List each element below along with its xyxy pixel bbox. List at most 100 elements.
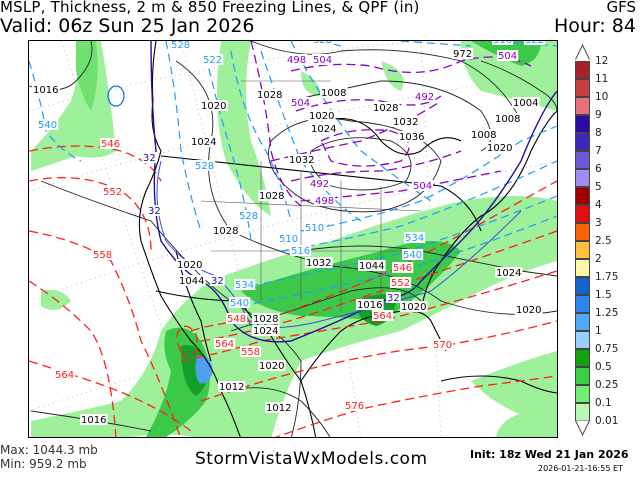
cold-thickness-label: 510: [279, 234, 298, 245]
thickness-label-background: [92, 249, 114, 260]
cold-thickness-label: 528: [171, 41, 190, 51]
isobar-label-background: [80, 414, 108, 425]
isobar-label-background: [258, 190, 286, 201]
legend-label: 1.5: [595, 289, 612, 301]
isobar-label: 972: [453, 49, 472, 60]
very-cold-thickness-label-background: [290, 97, 312, 108]
map-title: MSLP, Thickness, 2 m & 850 Freezing Line…: [0, 0, 420, 16]
isobar-label-background: [310, 123, 338, 134]
very-cold-thickness-label: 498: [287, 55, 306, 66]
thickness-label: 558: [93, 250, 112, 261]
qpf-precip-shading: [31, 41, 557, 437]
isobar-label-background: [452, 48, 474, 59]
isobar-label-background: [218, 381, 246, 392]
thickness-label-background: [226, 313, 248, 324]
legend-label: 0.25: [595, 379, 619, 391]
cold-thickness-label-background: [402, 249, 424, 260]
isobar-label-background: [398, 131, 426, 142]
qpf-color-legend: 12 11 10 9 8 7 6 5 4 3 2.5 2 1.75 1.5 1.25 1 0.75 0.5 0.25…: [575, 44, 635, 439]
isobar-label-background: [258, 360, 286, 371]
legend-label: 3: [595, 217, 602, 229]
cold-thickness-label-background: [234, 279, 256, 290]
very-cold-thickness-label-background: [412, 180, 434, 191]
isobar-label: 1028: [213, 226, 238, 237]
legend-label: 4: [595, 199, 602, 211]
isobar-label-background: [392, 116, 420, 127]
legend-label: 2: [595, 253, 602, 265]
very-cold-thickness-label: 492: [310, 179, 329, 190]
isobar-label-background: [178, 275, 206, 286]
legend-swatch: [575, 349, 590, 367]
thickness-label-background: [392, 262, 414, 273]
cold-thickness-label-background: [170, 41, 192, 50]
freezing-line-label: 32: [143, 153, 156, 164]
isobar-label: 1028: [373, 103, 398, 114]
thickness-label-background: [100, 138, 122, 149]
valid-time: Valid: 06z Sun 25 Jan 2026: [0, 15, 255, 37]
legend-swatch: [575, 79, 590, 97]
cold-thickness-label-background: [404, 232, 426, 243]
legend-swatch: [575, 133, 590, 151]
very-cold-thickness-label-background: [497, 50, 519, 61]
cold-thickness-label-background: [290, 245, 312, 256]
thickness-label-background: [102, 186, 124, 197]
isobar-label: 1032: [306, 258, 331, 269]
legend-label: 10: [595, 91, 609, 103]
legend-swatch: [575, 169, 590, 187]
isobar-label-background: [305, 257, 333, 268]
legend-swatch: [575, 367, 590, 385]
thickness-label: 570: [433, 340, 452, 351]
legend-label: 1.75: [595, 271, 619, 283]
very-cold-thickness-label-background: [286, 54, 308, 65]
isobar-label: 1024: [496, 268, 521, 279]
cold-thickness-label-background: [312, 41, 334, 45]
isobar-label: 1032: [289, 155, 314, 166]
cold-thickness-label: 528: [313, 41, 332, 46]
isobar-label-background: [32, 84, 60, 95]
isobar-label: 1016: [33, 85, 58, 96]
thickness-label-background: [432, 339, 454, 350]
thickness-label: 548: [227, 314, 246, 325]
cold-thickness-label: 534: [405, 233, 424, 244]
isobar-label: 1044: [359, 261, 384, 272]
isobar-label-background: [252, 325, 280, 336]
very-cold-thickness-label: 498: [315, 196, 334, 207]
isobar-label: 1020: [309, 111, 334, 122]
legend-swatch: [575, 187, 590, 205]
isobar-label: 1008: [321, 88, 346, 99]
legend-label: 1: [595, 325, 602, 337]
very-cold-thickness-label: 504: [313, 55, 332, 66]
isobar-label: 1004: [513, 98, 538, 109]
cold-thickness-label: 522: [525, 41, 544, 46]
thickness-label: 546: [393, 263, 412, 274]
thickness-label-background: [390, 277, 412, 288]
legend-swatch: [575, 331, 590, 349]
very-cold-thickness-label: 492: [415, 92, 434, 103]
isobar-label: 1016: [81, 415, 106, 426]
thickness-label-background: [54, 369, 76, 380]
isobar-label-background: [515, 304, 543, 315]
legend-swatch: [575, 313, 590, 331]
isobar-label: 1012: [266, 403, 291, 414]
very-cold-thickness-label-background: [414, 91, 436, 102]
legend-swatch: [575, 241, 590, 259]
cold-thickness-label: 534: [235, 280, 254, 291]
thickness-label: 576: [345, 401, 364, 412]
isobar-label: 1028: [257, 90, 282, 101]
cold-thickness-label: 516: [493, 41, 512, 46]
cold-thickness-label: 528: [239, 211, 258, 222]
min-pressure: Min: 959.2 mb: [0, 457, 87, 471]
thickness-label: 558: [241, 347, 260, 358]
legend-label: 0.5: [595, 361, 612, 373]
isobar-label: 1028: [259, 191, 284, 202]
isobar-label-background: [356, 299, 384, 310]
isobar-label-background: [252, 313, 280, 324]
max-pressure: Max: 1044.3 mb: [0, 443, 98, 457]
isobar-label: 1020: [177, 260, 202, 271]
isobar-label: 1020: [401, 302, 426, 313]
weather-map: 1016 1020 1024 1028 1028 1028 1008 1020 1024 1028…: [28, 40, 558, 438]
thickness-label: 552: [103, 187, 122, 198]
legend-label: 9: [595, 109, 602, 121]
isobar-label-background: [212, 225, 240, 236]
legend-label: 1.25: [595, 307, 619, 319]
